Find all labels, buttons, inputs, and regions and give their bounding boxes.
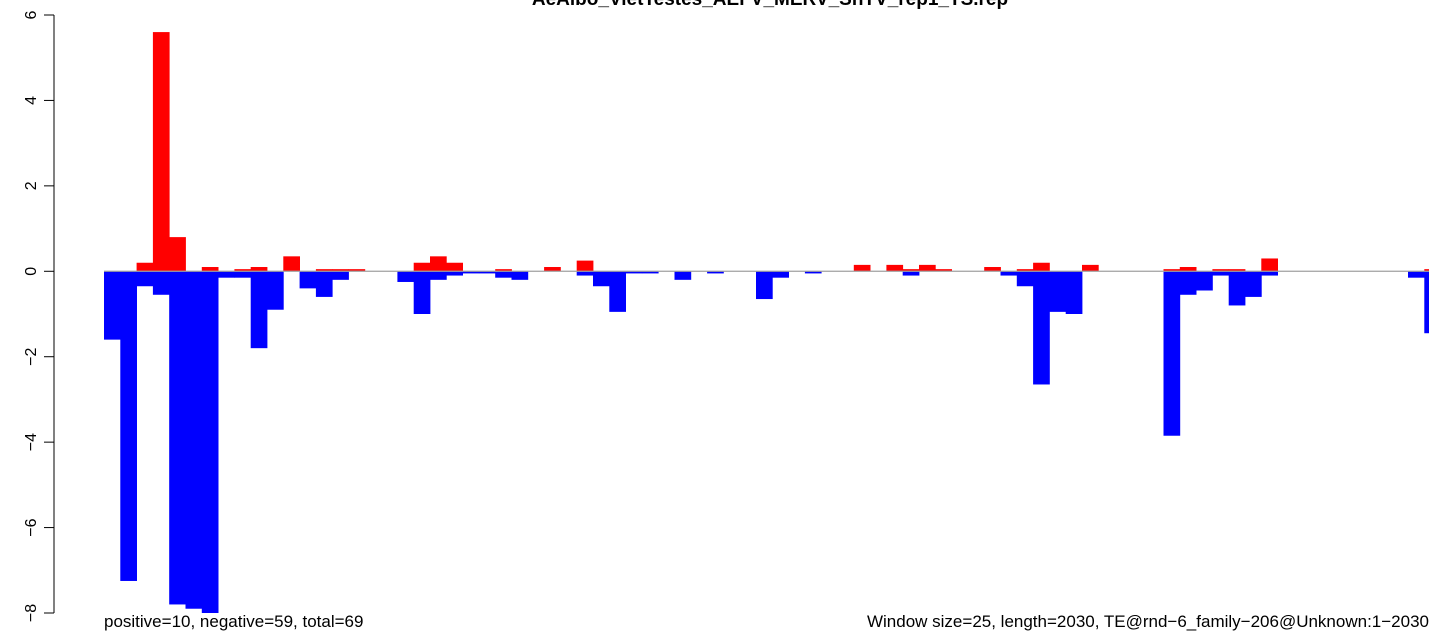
- negative-bar: [250, 271, 268, 349]
- negative-bar: [1424, 271, 1429, 334]
- positive-bar: [169, 237, 186, 272]
- negative-bar: [1049, 271, 1067, 312]
- positive-bar: [1179, 267, 1197, 272]
- negative-bar: [495, 271, 512, 278]
- negative-bar: [152, 271, 170, 295]
- positive-bar: [1212, 269, 1230, 272]
- negative-bar: [1228, 271, 1246, 306]
- negative-bar: [641, 271, 659, 274]
- negative-bar: [1000, 271, 1018, 276]
- positive-bar: [136, 262, 154, 272]
- y-axis: 6 4 2 0 −2 −4 −6 −8: [23, 10, 55, 622]
- y-tick-label: −2: [23, 347, 40, 365]
- negative-bar: [478, 271, 496, 274]
- negative-bar: [446, 271, 463, 276]
- negative-bar: [299, 271, 317, 289]
- positive-bar: [332, 269, 349, 272]
- positive-bar: [919, 264, 936, 272]
- positive-bar: [495, 269, 512, 272]
- negative-bar: [430, 271, 447, 280]
- positive-bar: [250, 267, 268, 272]
- bars: [104, 32, 1429, 613]
- negative-bar: [120, 271, 137, 581]
- y-tick-label: 6: [23, 10, 40, 19]
- y-tick-label: −4: [23, 433, 40, 451]
- positive-bar: [283, 256, 300, 272]
- negative-bar: [397, 271, 415, 282]
- positive-bar: [234, 269, 252, 272]
- negative-bar: [1261, 271, 1278, 276]
- negative-bar: [511, 271, 529, 280]
- negative-bar: [315, 271, 333, 297]
- negative-bar: [185, 271, 203, 609]
- negative-bar: [1033, 271, 1050, 385]
- negative-bar: [1016, 271, 1034, 287]
- footer-stats: positive=10, negative=59, total=69: [104, 612, 363, 631]
- positive-bar: [1016, 269, 1034, 272]
- positive-bar: [935, 269, 952, 272]
- negative-bar: [625, 271, 643, 274]
- negative-bar: [756, 271, 773, 300]
- negative-bar: [593, 271, 610, 287]
- negative-bar: [413, 271, 431, 314]
- negative-bar: [772, 271, 789, 278]
- negative-bar: [1179, 271, 1197, 295]
- positive-bar: [853, 264, 871, 272]
- negative-bar: [218, 271, 235, 278]
- negative-bar: [707, 271, 724, 274]
- positive-bar: [902, 269, 920, 272]
- positive-bar: [152, 32, 170, 272]
- positive-bar: [1033, 262, 1050, 272]
- chart-title: AeAlbo_VietTestes_AEFV_MERV_SnTV_rep1_TS…: [532, 0, 1008, 10]
- positive-bar: [1228, 269, 1246, 272]
- negative-bar: [902, 271, 920, 276]
- negative-bar: [332, 271, 349, 280]
- positive-bar: [1424, 269, 1429, 272]
- positive-bar: [1261, 258, 1278, 272]
- positive-bar: [430, 256, 447, 272]
- positive-bar: [348, 269, 366, 272]
- positive-bar: [576, 260, 594, 272]
- negative-bar: [1196, 271, 1213, 291]
- negative-bar: [234, 271, 252, 278]
- negative-bar: [1212, 271, 1230, 276]
- negative-bar: [576, 271, 594, 276]
- positive-bar: [886, 264, 904, 272]
- negative-bar: [674, 271, 692, 280]
- positive-bar: [201, 267, 219, 272]
- y-tick-label: 0: [23, 267, 40, 276]
- negative-bar: [201, 271, 219, 613]
- footer-window-info: Window size=25, length=2030, TE@rnd−6_fa…: [867, 612, 1429, 631]
- negative-bar: [267, 271, 284, 310]
- negative-bar: [1408, 271, 1425, 278]
- negative-bar: [462, 271, 480, 274]
- positive-bar: [315, 269, 333, 272]
- negative-bar: [104, 271, 121, 340]
- y-tick-label: 4: [23, 96, 40, 105]
- negative-bar: [1245, 271, 1262, 297]
- negative-bar: [804, 271, 822, 274]
- negative-bar: [1163, 271, 1181, 436]
- y-tick-label: 2: [23, 181, 40, 190]
- positive-bar: [1082, 264, 1099, 272]
- y-tick-label: −6: [23, 518, 40, 536]
- positive-bar: [544, 267, 561, 272]
- positive-bar: [984, 267, 1001, 272]
- negative-bar: [169, 271, 186, 605]
- negative-bar: [1065, 271, 1083, 314]
- negative-bar: [136, 271, 154, 287]
- y-tick-label: −8: [23, 604, 40, 622]
- positive-bar: [446, 262, 463, 272]
- positive-bar: [1163, 269, 1181, 272]
- negative-bar: [609, 271, 626, 312]
- positive-bar: [413, 262, 431, 272]
